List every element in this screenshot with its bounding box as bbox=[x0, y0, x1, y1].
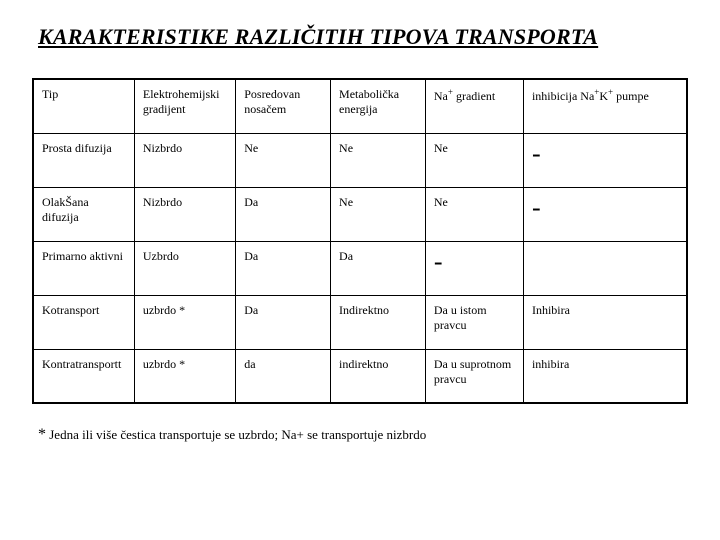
table-cell: Primarno aktivni bbox=[33, 241, 134, 295]
dash-mark: - bbox=[434, 249, 515, 271]
table-row: Prosta difuzijaNizbrdoNeNeNe- bbox=[33, 133, 687, 187]
table-header-cell: Metabolička energija bbox=[331, 79, 426, 133]
dash-mark: - bbox=[532, 195, 678, 217]
table-cell: Da u istom pravcu bbox=[425, 295, 523, 349]
table-cell: inhibira bbox=[523, 349, 687, 403]
table-cell bbox=[523, 241, 687, 295]
footnote: * Jedna ili više čestica transportuje se… bbox=[38, 426, 688, 444]
table-cell: uzbrdo * bbox=[134, 295, 235, 349]
table-cell: Inhibira bbox=[523, 295, 687, 349]
footnote-star: * bbox=[38, 426, 46, 443]
table-cell: Da bbox=[331, 241, 426, 295]
table-cell: Nizbrdo bbox=[134, 187, 235, 241]
transport-characteristics-table: TipElektrohemijski gradijentPosredovan n… bbox=[32, 78, 688, 404]
table-cell: Da bbox=[236, 295, 331, 349]
table-cell: - bbox=[523, 187, 687, 241]
table-body: Prosta difuzijaNizbrdoNeNeNe-OlakŠana di… bbox=[33, 133, 687, 403]
table-cell: indirektno bbox=[331, 349, 426, 403]
table-cell: - bbox=[523, 133, 687, 187]
table-header-cell: Tip bbox=[33, 79, 134, 133]
table-cell: Kontratransportt bbox=[33, 349, 134, 403]
table-row: OlakŠana difuzijaNizbrdoDaNeNe- bbox=[33, 187, 687, 241]
table-header-cell: Posredovan nosačem bbox=[236, 79, 331, 133]
table-cell: Da bbox=[236, 187, 331, 241]
table-cell: Kotransport bbox=[33, 295, 134, 349]
footnote-text: Jedna ili više čestica transportuje se u… bbox=[49, 427, 426, 442]
table-cell: da bbox=[236, 349, 331, 403]
table-row: Kotransportuzbrdo *DaIndirektnoDa u isto… bbox=[33, 295, 687, 349]
table-cell: Ne bbox=[331, 187, 426, 241]
table-cell: Indirektno bbox=[331, 295, 426, 349]
table-header-cell: Na+ gradient bbox=[425, 79, 523, 133]
page-container: KARAKTERISTIKE RAZLIČITIH TIPOVA TRANSPO… bbox=[0, 0, 720, 467]
table-cell: Uzbrdo bbox=[134, 241, 235, 295]
table-header-row: TipElektrohemijski gradijentPosredovan n… bbox=[33, 79, 687, 133]
table-cell: Ne bbox=[236, 133, 331, 187]
table-row: Kontratransporttuzbrdo *daindirektnoDa u… bbox=[33, 349, 687, 403]
table-cell: Nizbrdo bbox=[134, 133, 235, 187]
table-cell: Prosta difuzija bbox=[33, 133, 134, 187]
table-cell: Da u suprotnom pravcu bbox=[425, 349, 523, 403]
table-cell: OlakŠana difuzija bbox=[33, 187, 134, 241]
table-cell: Ne bbox=[425, 187, 523, 241]
table-cell: Ne bbox=[425, 133, 523, 187]
table-cell: Da bbox=[236, 241, 331, 295]
page-title: KARAKTERISTIKE RAZLIČITIH TIPOVA TRANSPO… bbox=[38, 24, 688, 50]
table-row: Primarno aktivniUzbrdoDaDa- bbox=[33, 241, 687, 295]
table-cell: uzbrdo * bbox=[134, 349, 235, 403]
table-cell: Ne bbox=[331, 133, 426, 187]
table-cell: - bbox=[425, 241, 523, 295]
table-head: TipElektrohemijski gradijentPosredovan n… bbox=[33, 79, 687, 133]
dash-mark: - bbox=[532, 141, 678, 163]
table-header-cell: Elektrohemijski gradijent bbox=[134, 79, 235, 133]
table-header-cell: inhibicija Na+K+ pumpe bbox=[523, 79, 687, 133]
